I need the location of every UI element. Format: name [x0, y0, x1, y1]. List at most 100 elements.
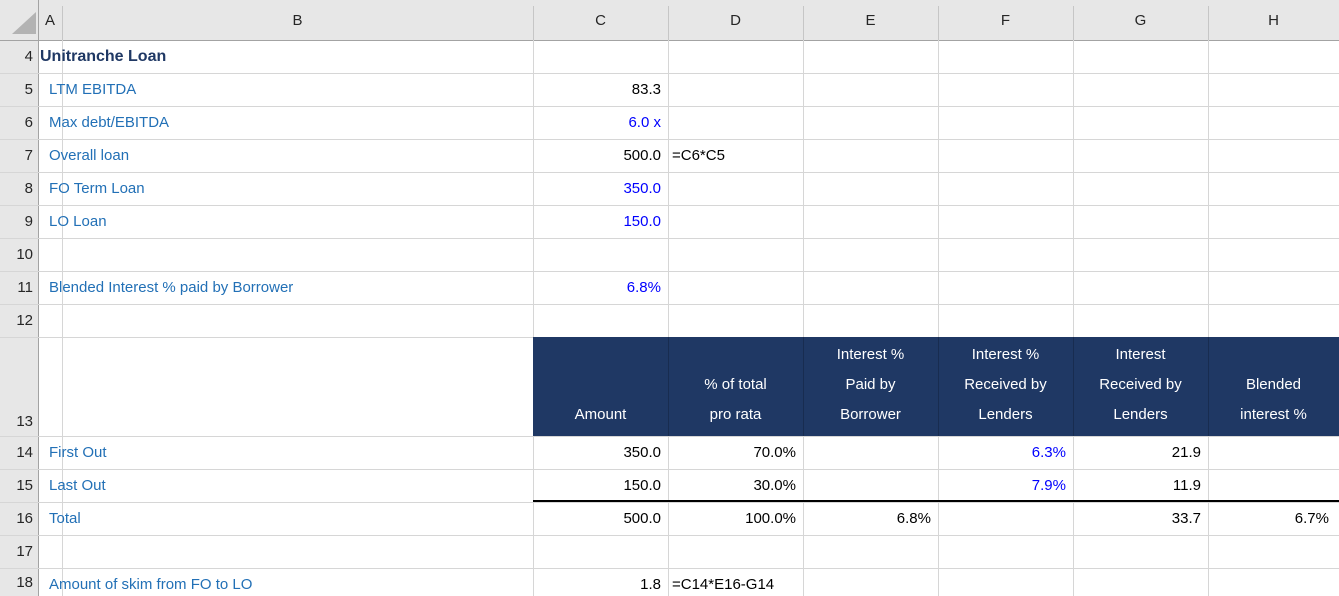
row-header-12[interactable]: 12	[16, 312, 33, 329]
label-total[interactable]: Total	[49, 510, 81, 527]
column-header-e[interactable]: E	[865, 11, 876, 29]
gridline	[0, 304, 1339, 305]
value-max-debt-ebitda[interactable]: 6.0 x	[628, 114, 661, 131]
cell-first-out-pct[interactable]: 70.0%	[753, 444, 796, 461]
header-band-separator	[1208, 337, 1209, 436]
row-header-11[interactable]: 11	[17, 279, 33, 296]
row-header-15[interactable]: 15	[16, 477, 33, 494]
row-header-6[interactable]: 6	[24, 114, 33, 131]
gridline	[0, 73, 1339, 74]
gridline	[1073, 40, 1074, 596]
column-header-strip	[0, 0, 1339, 40]
cell-total-pct[interactable]: 100.0%	[745, 510, 796, 527]
row-header-8[interactable]: 8	[24, 180, 33, 197]
column-header-d[interactable]: D	[730, 11, 741, 29]
row-header-5[interactable]: 5	[24, 81, 33, 98]
label-last-out[interactable]: Last Out	[49, 477, 106, 494]
cell-first-out-amount[interactable]: 350.0	[623, 444, 661, 461]
header-separator	[1073, 6, 1074, 40]
label-blended-interest[interactable]: Blended Interest % paid by Borrower	[49, 279, 294, 296]
cell-first-out-interest-received-pct[interactable]: 6.3%	[1031, 444, 1066, 461]
header-band-separator	[803, 337, 804, 436]
value-skim[interactable]: 1.8	[640, 576, 661, 593]
cell-last-out-pct[interactable]: 30.0%	[753, 477, 796, 494]
cell-last-out-interest-received[interactable]: 11.9	[1172, 477, 1201, 494]
tranche-table-header-band	[533, 337, 1339, 436]
column-header-a[interactable]: A	[44, 11, 55, 29]
cell-total-interest-received[interactable]: 33.7	[1171, 510, 1201, 527]
gridline	[668, 40, 669, 596]
gridline	[938, 40, 939, 596]
row-header-14[interactable]: 14	[16, 444, 33, 461]
gridline	[0, 238, 1339, 239]
cell-a4-title[interactable]: Unitranche Loan	[40, 47, 167, 65]
gridline	[0, 502, 1339, 503]
row-header-7[interactable]: 7	[24, 147, 33, 164]
value-ltm-ebitda[interactable]: 83.3	[631, 81, 661, 98]
row-header-10[interactable]: 10	[16, 246, 33, 263]
label-overall-loan[interactable]: Overall loan	[49, 147, 130, 164]
header-separator	[62, 6, 63, 40]
gridline	[803, 40, 804, 596]
value-blended-interest[interactable]: 6.8%	[626, 279, 661, 296]
row-header-18[interactable]: 18	[16, 573, 33, 591]
row-header-13[interactable]: 13	[16, 413, 33, 430]
formula-skim[interactable]: =C14*E16-G14	[672, 576, 775, 593]
value-lo-loan[interactable]: 150.0	[623, 213, 661, 230]
header-separator	[668, 6, 669, 40]
header-band-separator	[1073, 337, 1074, 436]
value-overall-loan[interactable]: 500.0	[623, 147, 661, 164]
gridline	[0, 469, 1339, 470]
cell-first-out-interest-received[interactable]: 21.9	[1171, 444, 1201, 461]
gridline	[533, 40, 534, 596]
label-max-debt-ebitda[interactable]: Max debt/EBITDA	[49, 114, 170, 131]
cell-total-amount[interactable]: 500.0	[623, 510, 661, 527]
column-header-c[interactable]: C	[595, 11, 606, 29]
row-header-17[interactable]: 17	[16, 543, 33, 560]
label-ltm-ebitda[interactable]: LTM EBITDA	[49, 81, 137, 98]
cell-last-out-amount[interactable]: 150.0	[623, 477, 661, 494]
cell-total-blended-interest[interactable]: 6.7%	[1294, 510, 1329, 527]
row-header-9[interactable]: 9	[24, 213, 33, 230]
header-cell-interest-received-by-lenders[interactable]: Interest Received by Lenders	[1099, 346, 1182, 423]
gridline	[0, 568, 1339, 569]
header-separator	[533, 6, 534, 40]
gridline	[0, 535, 1339, 536]
gridline	[0, 106, 1339, 107]
gridline	[0, 40, 1339, 41]
gridline	[62, 40, 63, 596]
cell-last-out-interest-received-pct[interactable]: 7.9%	[1031, 477, 1066, 494]
header-cell-interest-pct-received-by-lenders[interactable]: Interest % Received by Lenders	[964, 346, 1047, 423]
cell-total-interest-paid[interactable]: 6.8%	[896, 510, 931, 527]
gridline	[0, 205, 1339, 206]
gridline	[0, 436, 1339, 437]
row-header-strip	[0, 40, 38, 596]
row-header-4[interactable]: 4	[24, 48, 33, 65]
header-cell-interest-paid-by-borrower[interactable]: Interest % Paid by Borrower	[836, 346, 905, 423]
gridline	[0, 139, 1339, 140]
label-lo-loan[interactable]: LO Loan	[49, 213, 107, 230]
label-first-out[interactable]: First Out	[49, 444, 107, 461]
label-skim[interactable]: Amount of skim from FO to LO	[49, 576, 253, 593]
gridline	[38, 0, 39, 596]
header-band-separator	[938, 337, 939, 436]
column-header-h[interactable]: H	[1268, 11, 1279, 29]
formula-overall-loan[interactable]: =C6*C5	[672, 147, 725, 164]
value-fo-term-loan[interactable]: 350.0	[623, 180, 661, 197]
select-all-icon[interactable]	[12, 12, 36, 34]
header-cell-pct-of-total[interactable]: % of total pro rata	[704, 376, 767, 423]
gridline	[0, 172, 1339, 173]
column-header-g[interactable]: G	[1134, 11, 1147, 29]
column-header-b[interactable]: B	[292, 11, 303, 29]
header-cell-amount[interactable]: Amount	[574, 406, 627, 423]
total-row-top-border	[533, 500, 1339, 502]
gridline	[1208, 40, 1209, 596]
label-fo-term-loan[interactable]: FO Term Loan	[49, 180, 145, 197]
header-separator	[938, 6, 939, 40]
header-band-separator	[668, 337, 669, 436]
header-cell-blended-interest-pct[interactable]: Blended interest %	[1240, 376, 1307, 423]
gridline	[0, 271, 1339, 272]
column-header-f[interactable]: F	[1000, 11, 1011, 29]
row-header-16[interactable]: 16	[16, 510, 33, 527]
